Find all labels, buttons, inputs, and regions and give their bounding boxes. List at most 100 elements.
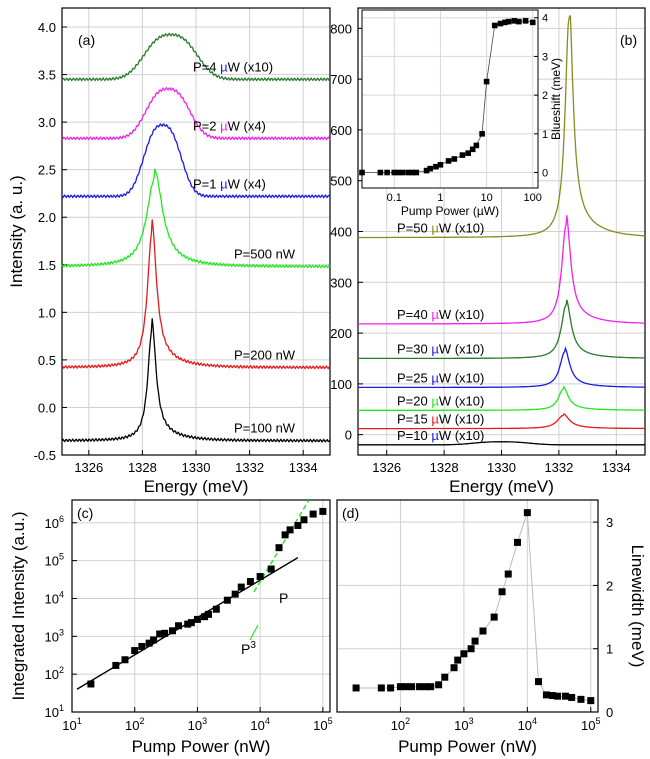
inset-point [491, 22, 498, 29]
data-point [514, 538, 522, 546]
data-point [387, 684, 395, 692]
spectrum-line [61, 122, 331, 199]
y-tick-label: 400 [330, 225, 352, 240]
inset-point [505, 18, 512, 25]
data-point [498, 588, 506, 596]
y-tick-label: -0.5 [34, 448, 56, 463]
inset-point [399, 169, 406, 176]
y-tick-label: 4.0 [38, 20, 56, 35]
data-point [460, 650, 468, 658]
spectrum-line [358, 299, 645, 360]
y-tick-label: 106 [45, 514, 64, 531]
data-point [319, 507, 327, 515]
data-point [479, 627, 487, 635]
data-point [145, 639, 153, 647]
series-label: P=20 µW (x10) [397, 393, 484, 408]
spectrum-line [61, 318, 331, 443]
data-point [396, 683, 404, 691]
inset-point [502, 19, 508, 26]
data-point [352, 684, 360, 692]
y-tick-label: 104 [45, 589, 64, 606]
y-axis-label: Integrated Intensity (a.u.) [9, 512, 28, 701]
p3-pointer [249, 624, 259, 641]
y-tick-label: 0.5 [38, 353, 56, 368]
inset-point [511, 18, 518, 24]
series-label: P=25 µW (x10) [397, 370, 484, 385]
x-tick-label: 105 [313, 716, 332, 733]
inset-point [433, 163, 439, 170]
y-tick-label: 0 [345, 428, 352, 443]
y-tick-label: 2.5 [38, 163, 56, 178]
x-tick-label: 1330 [487, 460, 516, 475]
inset-point [469, 146, 476, 153]
panel-d: 102 103 104 105 0 1 2 3 (d) Pump Power (nW) Linewi… [336, 499, 647, 756]
x-tick-label: 102 [391, 716, 410, 733]
x-tick-label: 1328 [430, 460, 459, 475]
x-tick-label: 105 [581, 716, 600, 733]
data-point [193, 615, 201, 623]
inset-point [529, 19, 536, 26]
data-point [549, 692, 557, 700]
inset-x-tick-label: 0.1 [387, 192, 402, 204]
inset-point [359, 169, 365, 176]
data-point [568, 693, 576, 701]
data-point [184, 620, 192, 628]
data-point [377, 684, 385, 692]
data-point [223, 596, 231, 604]
data-point [490, 613, 498, 621]
inset-x-axis-label: Pump Power (µW) [401, 204, 499, 218]
x-tick-label: 1334 [289, 460, 318, 475]
data-point [246, 578, 254, 586]
x-tick-label: 104 [250, 716, 269, 733]
data-point [554, 692, 562, 700]
data-point [435, 681, 443, 689]
x-tick-label: 101 [62, 716, 81, 733]
spectrum-line [61, 168, 331, 269]
data-point [175, 622, 183, 630]
spectrum-line [358, 385, 645, 411]
inset-point [522, 18, 529, 24]
data-point [267, 565, 275, 573]
spectrum-line [358, 346, 645, 389]
y-axis-label: Intensity (a. u.) [7, 175, 26, 287]
x-tick-label: 1326 [372, 460, 401, 475]
data-point [231, 590, 239, 598]
x-axis-label: Pump Power (nW) [132, 737, 271, 756]
data-point [542, 691, 550, 699]
x-tick-label: 1328 [128, 460, 157, 475]
panel-c: 101 102 103 104 105 101 102 103 104 105 106 P P3 (c) P… [9, 499, 333, 756]
series-label: P=500 nW [234, 247, 296, 262]
data-point [562, 692, 570, 700]
x-axis-label: Energy (meV) [144, 477, 249, 496]
y-tick-label: 101 [45, 703, 64, 720]
inset-point [391, 169, 398, 176]
inset-point [384, 169, 390, 176]
data-point [121, 656, 129, 664]
series-label: P=40 µW (x10) [397, 307, 484, 322]
data-point [577, 695, 585, 703]
x-tick-label: 1326 [74, 460, 103, 475]
spectrum-line [61, 32, 331, 82]
y-tick-label: 200 [330, 326, 352, 341]
panel-a: 1326 1328 1330 1332 1334 -0.5 0.0 0.5 1.0 1.5 2.0 2… [7, 7, 331, 496]
y-tick-label: 600 [330, 123, 352, 138]
spectrum-line [61, 219, 331, 370]
inset-x-tick-label: 10 [480, 192, 492, 204]
spectrum-line [358, 413, 645, 430]
y-tick-label: 2 [606, 578, 613, 593]
data-point [401, 683, 409, 691]
plot-frame [336, 499, 599, 713]
y-tick-label: 1 [606, 642, 613, 657]
inset-point [445, 158, 452, 164]
inset-x-tick-label: 1 [437, 192, 443, 204]
inset-frame [361, 9, 539, 189]
inset-point [413, 169, 420, 176]
data-point [587, 697, 595, 705]
inset-point [377, 169, 384, 176]
x-tick-label: 103 [188, 716, 207, 733]
inset-y-axis-label: Blueshift (meV) [549, 58, 563, 140]
inset-point [473, 142, 480, 149]
data-point [523, 509, 531, 517]
data-point [201, 613, 209, 621]
data-point [535, 678, 543, 686]
